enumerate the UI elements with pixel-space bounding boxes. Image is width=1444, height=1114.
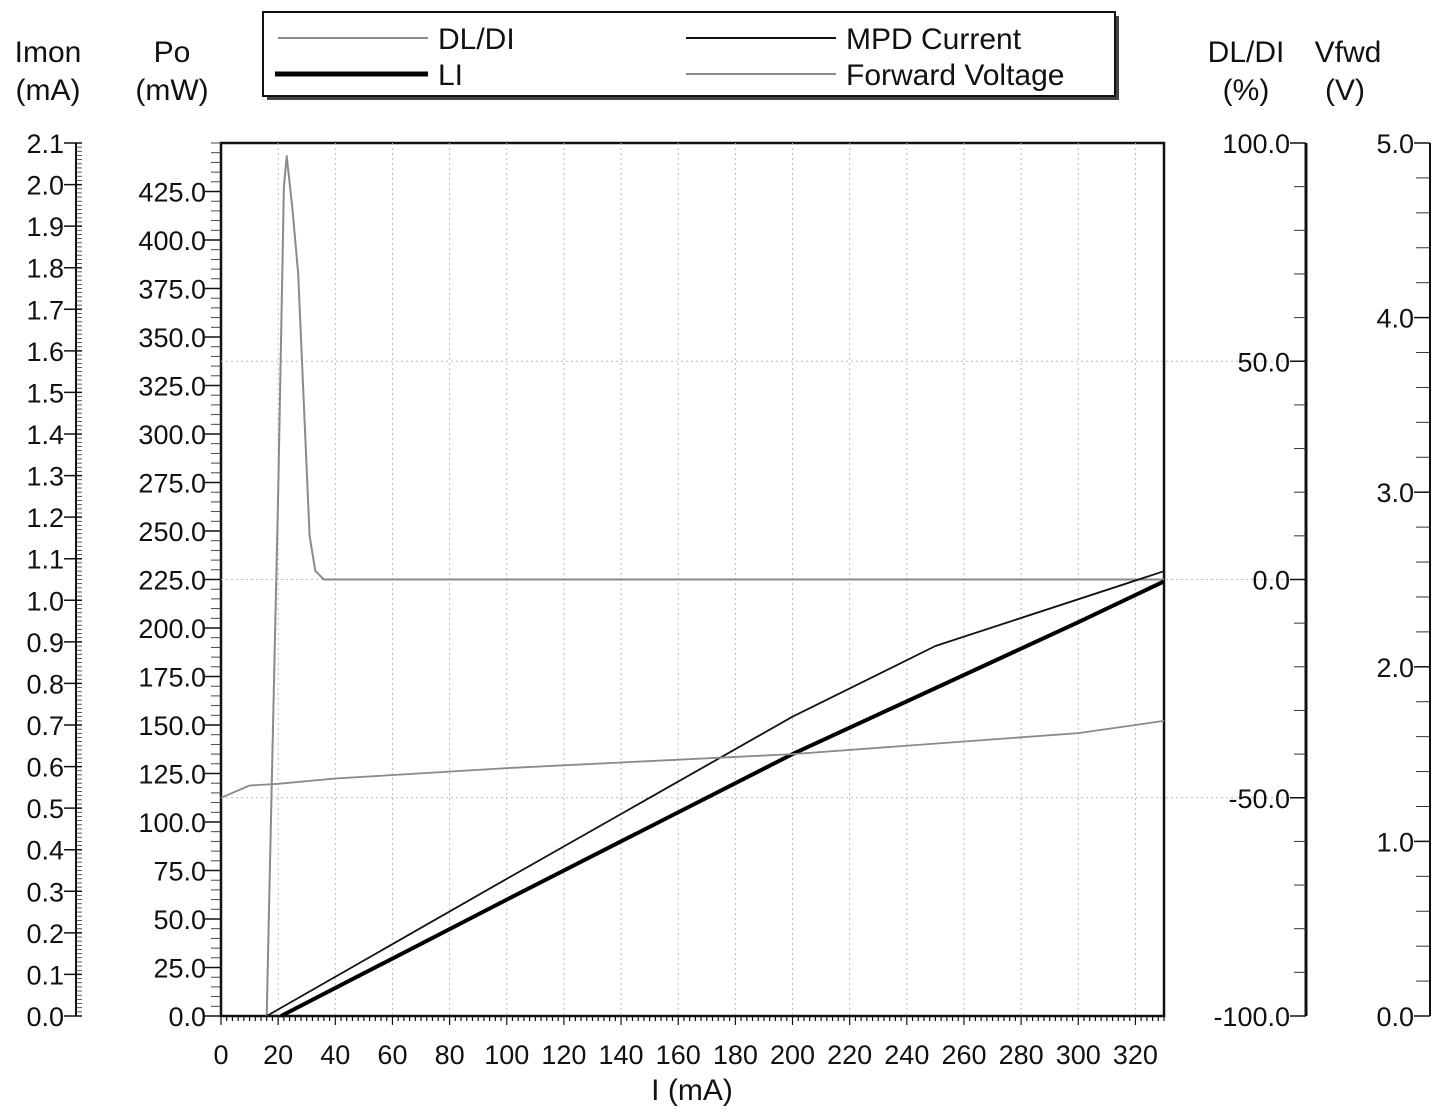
po-tick-label: 150.0 <box>138 711 206 741</box>
po-tick-label: 25.0 <box>153 954 206 984</box>
imon-tick-label: 0.7 <box>26 711 64 741</box>
po-tick-label: 175.0 <box>138 663 206 693</box>
vfwd-tick-label: 1.0 <box>1376 827 1414 857</box>
imon-tick-label: 2.0 <box>26 171 64 201</box>
vfwd-axis-title: Vfwd <box>1315 36 1382 69</box>
imon-tick-label: 1.5 <box>26 378 64 408</box>
series-mpd-current-line <box>266 570 1165 1017</box>
dldi-tick-label: 50.0 <box>1237 347 1290 377</box>
po-tick-label: 75.0 <box>153 857 206 887</box>
x-tick-label: 20 <box>263 1040 293 1070</box>
vfwd-tick-label: 4.0 <box>1376 304 1414 334</box>
x-tick-label: 0 <box>213 1040 228 1070</box>
legend-label-dldi: DL/DI <box>438 23 515 56</box>
po-tick-label: 275.0 <box>138 469 206 499</box>
dldi-axis-unit: (%) <box>1223 74 1270 107</box>
x-tick-label: 140 <box>599 1040 644 1070</box>
imon-tick-label: 2.1 <box>26 129 64 159</box>
vfwd-tick-label: 3.0 <box>1376 478 1414 508</box>
legend-label-li: LI <box>438 59 463 92</box>
imon-tick-label: 0.8 <box>26 669 64 699</box>
imon-tick-label: 1.2 <box>26 503 64 533</box>
imon-tick-label: 0.1 <box>26 960 64 990</box>
po-tick-label: 125.0 <box>138 760 206 790</box>
x-axis: 0 20 40 60 80 100 120 140 160 180 200 220 240 260 280 3… <box>213 1016 1165 1070</box>
dldi-tick-label: -50.0 <box>1228 784 1290 814</box>
imon-tick-label: 0.4 <box>26 836 64 866</box>
x-tick-label: 200 <box>770 1040 815 1070</box>
legend: DL/DI MPD Current LI Forward Voltage <box>262 11 1119 100</box>
series-forward-voltage-line <box>220 720 1165 799</box>
dldi-tick-label: 0.0 <box>1252 566 1290 596</box>
vfwd-axis-unit: (V) <box>1325 74 1365 107</box>
imon-tick-label: 0.6 <box>26 753 64 783</box>
x-tick-label: 100 <box>484 1040 529 1070</box>
vfwd-tick-label: 5.0 <box>1376 129 1414 159</box>
po-tick-label: 100.0 <box>138 808 206 838</box>
imon-tick-label: 1.9 <box>26 212 64 242</box>
imon-tick-label: 0.2 <box>26 919 64 949</box>
po-tick-label: 0.0 <box>168 1002 206 1032</box>
po-axis-title: Po <box>154 36 191 69</box>
x-tick-label: 220 <box>827 1040 872 1070</box>
x-tick-label: 40 <box>320 1040 350 1070</box>
dldi-tick-label: 100.0 <box>1222 129 1290 159</box>
x-tick-label: 300 <box>1056 1040 1101 1070</box>
po-tick-label: 375.0 <box>138 275 206 305</box>
series-layer <box>220 155 1165 1018</box>
x-tick-label: 60 <box>377 1040 407 1070</box>
x-tick-label: 280 <box>999 1040 1044 1070</box>
x-tick-label: 180 <box>713 1040 758 1070</box>
imon-tick-label: 1.4 <box>26 420 64 450</box>
vfwd-tick-label: 0.0 <box>1376 1002 1414 1032</box>
imon-tick-label: 1.0 <box>26 586 64 616</box>
imon-axis-unit: (mA) <box>16 74 81 107</box>
vfwd-tick-label: 2.0 <box>1376 653 1414 683</box>
imon-tick-label: 0.5 <box>26 794 64 824</box>
imon-tick-label: 1.7 <box>26 295 64 325</box>
imon-axis: 0.0 0.1 0.2 0.3 0.4 0.5 0.6 0.7 0.8 0.9 1.0 1.1 1.2 1… <box>26 129 82 1032</box>
x-tick-label: 320 <box>1113 1040 1158 1070</box>
imon-tick-label: 1.3 <box>26 462 64 492</box>
x-tick-label: 160 <box>656 1040 701 1070</box>
legend-label-vfwd: Forward Voltage <box>846 59 1064 92</box>
imon-tick-label: 0.9 <box>26 628 64 658</box>
x-tick-label: 80 <box>435 1040 465 1070</box>
imon-tick-label: 1.6 <box>26 337 64 367</box>
series-dl-di-line <box>265 155 1164 1017</box>
dldi-axis: -100.0 -50.0 0.0 50.0 100.0 <box>1213 129 1308 1032</box>
po-tick-label: 250.0 <box>138 517 206 547</box>
legend-box <box>262 11 1116 97</box>
po-tick-label: 225.0 <box>138 566 206 596</box>
imon-tick-label: 1.1 <box>26 545 64 575</box>
po-tick-label: 50.0 <box>153 905 206 935</box>
x-tick-label: 260 <box>941 1040 986 1070</box>
imon-tick-label: 0.3 <box>26 877 64 907</box>
po-tick-label: 300.0 <box>138 420 206 450</box>
imon-tick-label: 0.0 <box>26 1002 64 1032</box>
dldi-axis-title: DL/DI <box>1208 36 1285 69</box>
po-tick-label: 425.0 <box>138 178 206 208</box>
x-tick-label: 120 <box>541 1040 586 1070</box>
x-tick-label: 240 <box>884 1040 929 1070</box>
po-axis: 0.0 25.0 50.0 75.0 100.0 125.0 150.0 175.0 200.0… <box>138 142 221 1032</box>
dldi-tick-label: -100.0 <box>1213 1002 1290 1032</box>
po-tick-label: 200.0 <box>138 614 206 644</box>
imon-axis-title: Imon <box>15 36 82 69</box>
series-li-line <box>280 579 1165 1018</box>
po-tick-label: 350.0 <box>138 323 206 353</box>
po-tick-label: 400.0 <box>138 226 206 256</box>
x-axis-title: I (mA) <box>651 1074 733 1107</box>
legend-label-mpd: MPD Current <box>846 23 1022 56</box>
imon-tick-label: 1.8 <box>26 254 64 284</box>
po-tick-label: 325.0 <box>138 372 206 402</box>
axis-titles: Imon (mA) Po (mW) DL/DI (%) Vfwd (V) I (… <box>15 36 1382 1107</box>
vfwd-axis: 0.0 1.0 2.0 3.0 4.0 5.0 <box>1376 129 1431 1032</box>
po-axis-unit: (mW) <box>135 74 208 107</box>
